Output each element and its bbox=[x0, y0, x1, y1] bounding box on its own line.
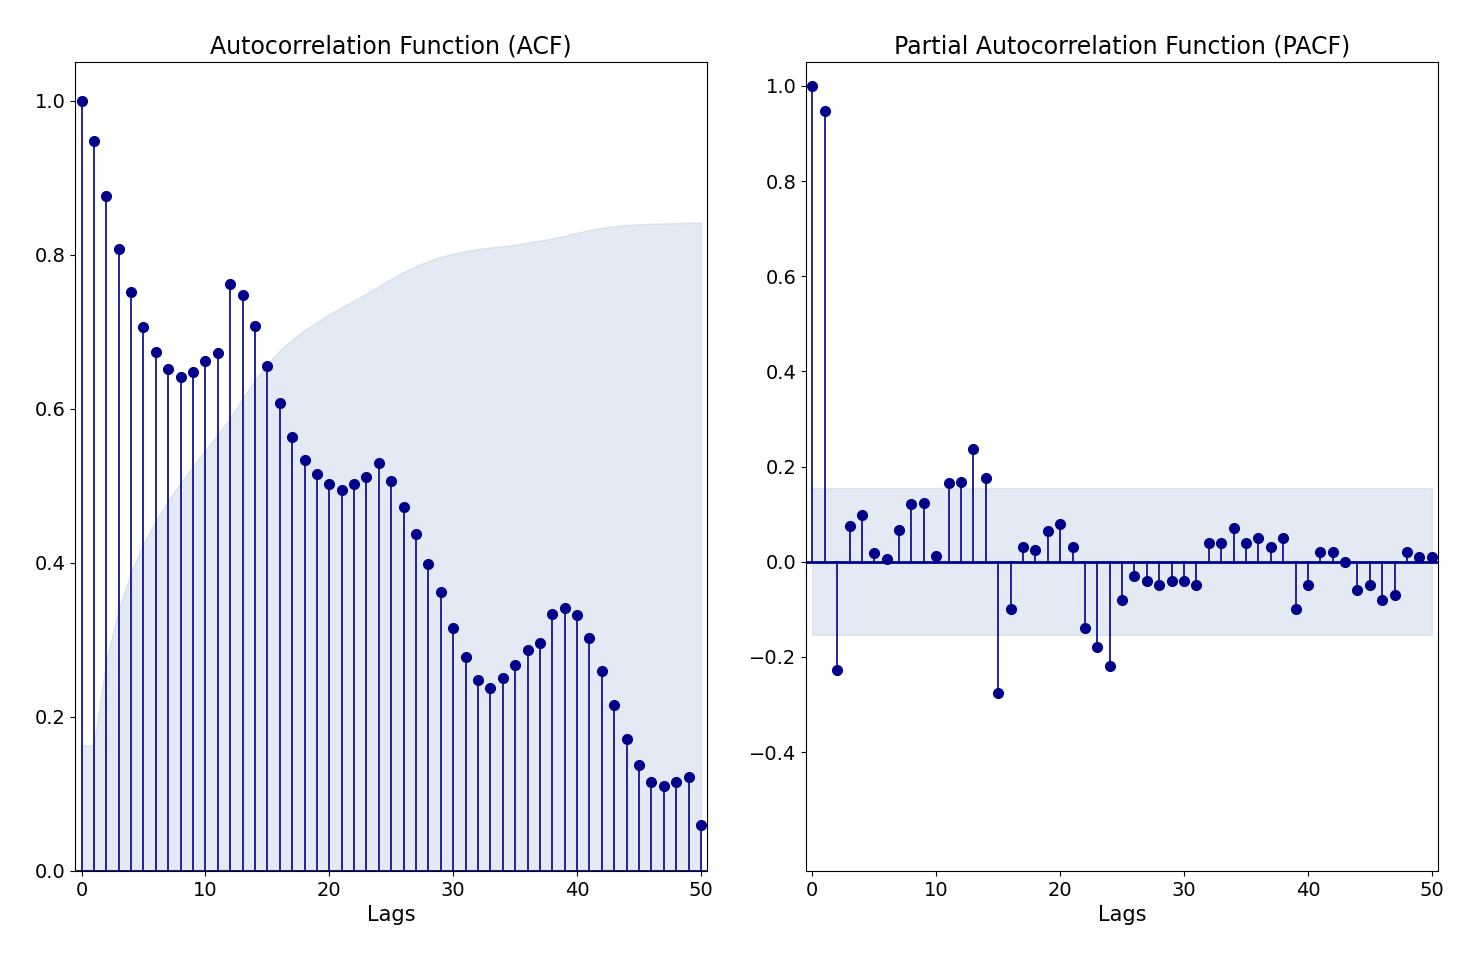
Title: Partial Autocorrelation Function (PACF): Partial Autocorrelation Function (PACF) bbox=[894, 35, 1350, 59]
X-axis label: Lags: Lags bbox=[367, 905, 416, 925]
Title: Autocorrelation Function (ACF): Autocorrelation Function (ACF) bbox=[210, 35, 573, 59]
X-axis label: Lags: Lags bbox=[1098, 905, 1147, 925]
